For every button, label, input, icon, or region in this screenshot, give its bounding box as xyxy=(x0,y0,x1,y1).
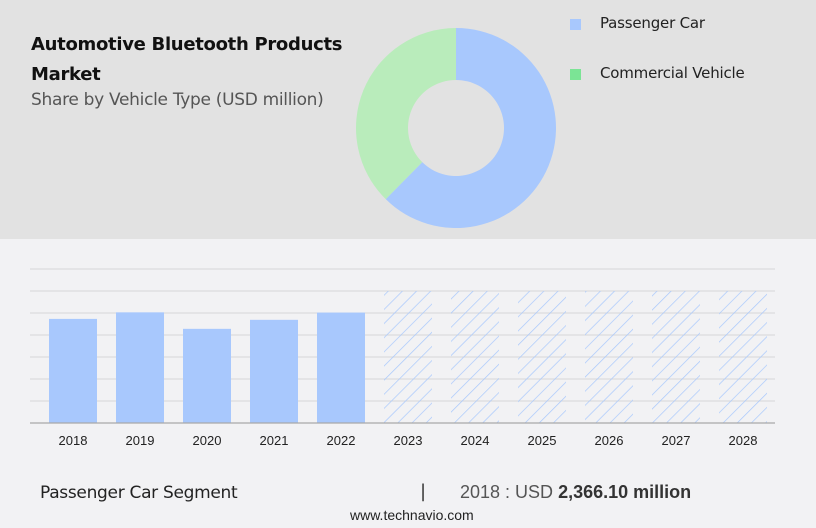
bar-2019 xyxy=(116,312,164,423)
x-axis-label: 2020 xyxy=(193,433,222,448)
forecast-bar-2024 xyxy=(451,291,499,423)
donut-chart xyxy=(356,28,556,229)
value-prefix: 2018 : USD xyxy=(460,482,559,502)
legend-label: Commercial Vehicle xyxy=(600,64,745,82)
legend-swatch-passenger-car xyxy=(570,19,581,30)
bar-chart: 2018 2019 2020 2021 2022 2023 2024 2025 2026 2027… xyxy=(30,268,775,448)
forecast-bar-2027 xyxy=(652,291,700,423)
value-amount: 2,366.10 million xyxy=(558,482,692,502)
legend-swatch-commercial-vehicle xyxy=(570,69,581,80)
bar-2018 xyxy=(49,318,97,423)
forecast-bar-2028 xyxy=(719,291,767,423)
legend-label: Passenger Car xyxy=(600,14,705,32)
separator: | xyxy=(420,481,427,502)
x-axis-label: 2021 xyxy=(260,433,289,448)
x-axis-label: 2027 xyxy=(662,433,691,448)
x-axis-label: 2019 xyxy=(126,433,155,448)
bar-2022 xyxy=(317,312,365,423)
segment-value: 2018 : USD 2,366.10 million xyxy=(460,482,691,503)
title-line-1: Automotive Bluetooth Products xyxy=(31,34,343,55)
x-axis-label: 2024 xyxy=(461,433,490,448)
donut-slice-passenger-car xyxy=(385,28,556,229)
x-axis-label: 2018 xyxy=(59,433,88,448)
donut-slice-commercial-vehicle xyxy=(356,28,456,200)
page-subtitle: Share by Vehicle Type (USD million) xyxy=(31,90,324,110)
x-axis-label: 2026 xyxy=(595,433,624,448)
bar-2021 xyxy=(250,319,298,423)
segment-label: Passenger Car Segment xyxy=(40,483,238,503)
x-axis-label: 2022 xyxy=(327,433,356,448)
x-axis-label: 2025 xyxy=(528,433,557,448)
page-title: Automotive Bluetooth Products Market xyxy=(31,30,371,90)
title-line-2: Market xyxy=(31,64,101,85)
website-link[interactable]: www.technavio.com xyxy=(350,507,474,523)
forecast-bar-2026 xyxy=(585,291,633,423)
x-axis-label: 2028 xyxy=(729,433,758,448)
bar-2020 xyxy=(183,328,231,423)
forecast-bar-2025 xyxy=(518,291,566,423)
forecast-bar-2023 xyxy=(384,291,432,423)
x-axis-label: 2023 xyxy=(394,433,423,448)
